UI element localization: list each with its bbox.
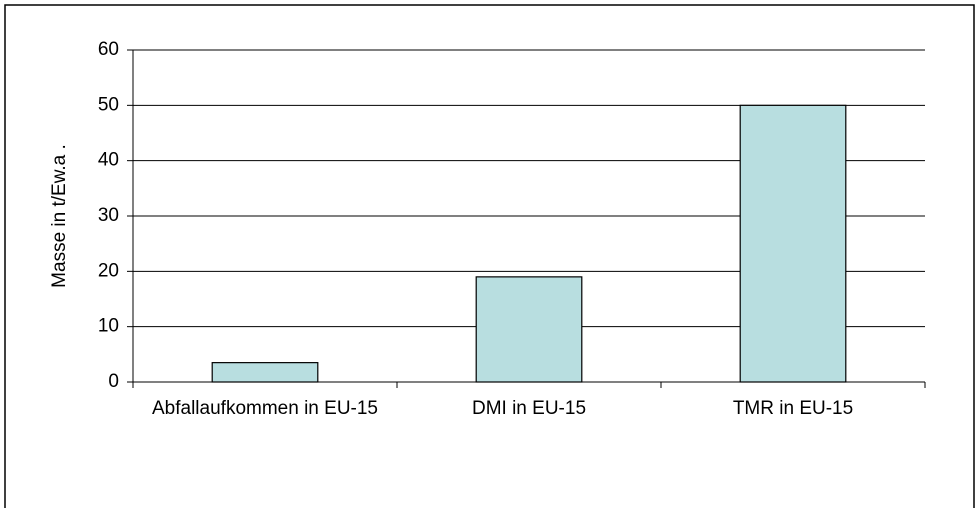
y-tick-label: 50 (98, 94, 119, 115)
y-tick-label: 0 (108, 371, 119, 392)
x-tick-label: DMI in EU-15 (471, 398, 587, 419)
x-tick-label: Abfallaufkommen in EU-15 (152, 398, 378, 419)
y-tick-label: 20 (98, 260, 119, 281)
bar (211, 362, 319, 383)
x-tick-label: TMR in EU-15 (732, 398, 854, 419)
bar (739, 104, 847, 383)
y-tick-label: 10 (98, 316, 119, 337)
chart-frame (4, 4, 975, 508)
y-tick-label: 40 (98, 150, 119, 171)
bar (475, 276, 583, 383)
y-tick-label: 60 (98, 39, 119, 60)
y-axis-label: Masse in t/Ew.a . (49, 144, 70, 288)
y-tick-label: 30 (98, 205, 119, 226)
